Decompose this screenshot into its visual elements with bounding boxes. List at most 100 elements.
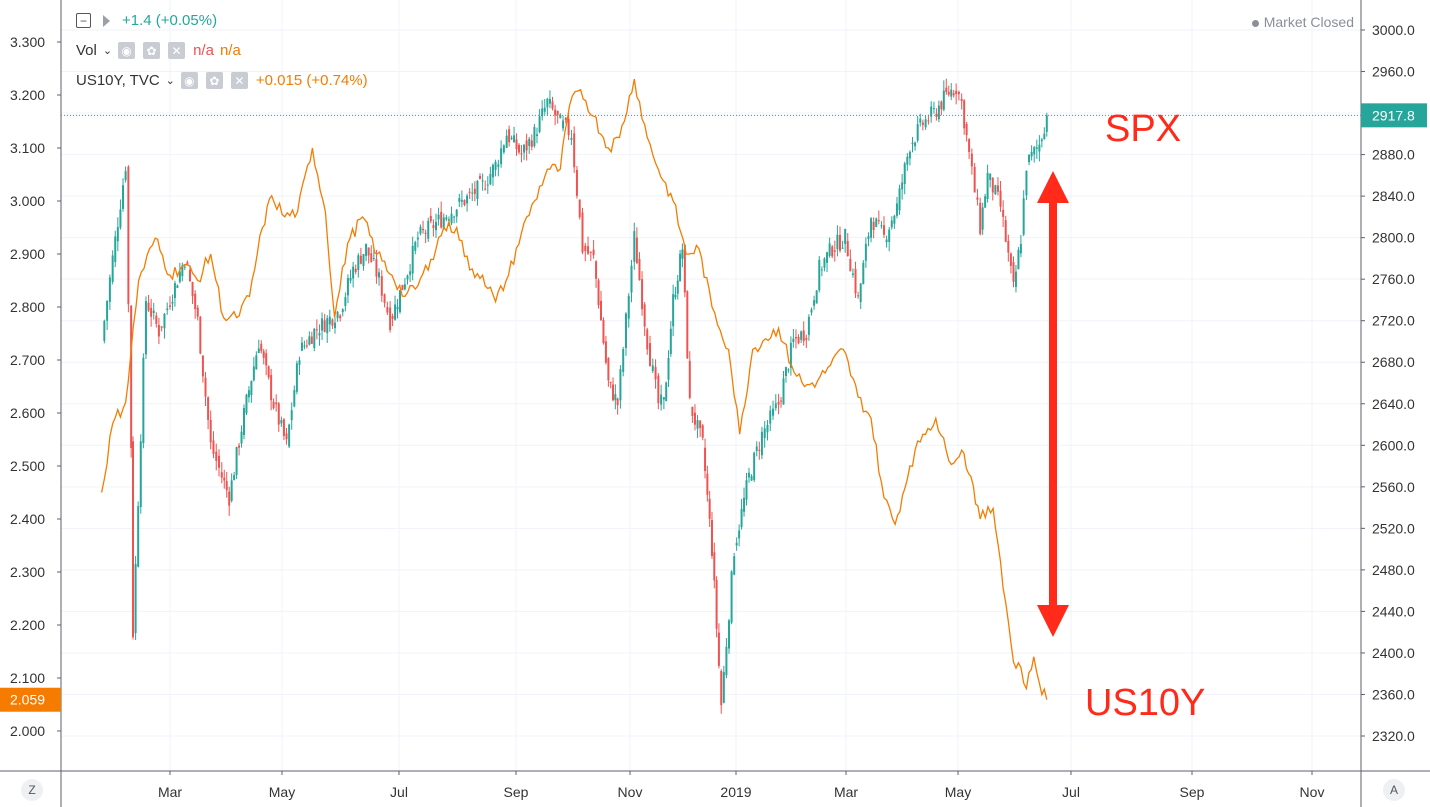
spx-candle — [973, 166, 976, 193]
spx-candle — [530, 140, 533, 147]
spx-candle — [984, 196, 987, 208]
spx-candle — [662, 397, 665, 400]
spx-candle — [396, 306, 399, 310]
collapse-legend-icon[interactable]: − — [76, 13, 91, 28]
spx-candle — [171, 301, 174, 304]
us10y-price-tag — [0, 687, 61, 712]
spx-candle — [745, 480, 748, 500]
x-tick-label: 2019 — [720, 784, 751, 800]
spx-candle — [215, 451, 218, 461]
spx-candle — [313, 328, 316, 349]
spx-candle — [323, 320, 326, 332]
right-tick-label: 2360.0 — [1372, 686, 1415, 702]
annotation-us10y: US10Y — [1085, 682, 1206, 724]
spx-candle — [546, 98, 549, 108]
spx-candle — [646, 329, 649, 350]
spx-candle — [991, 177, 994, 193]
legend-us10y[interactable]: US10Y, TVC ⌄ ◉ ✿ ✕ +0.015 (+0.74%) — [76, 72, 368, 89]
spx-candle — [124, 171, 127, 181]
spx-candle — [321, 318, 324, 331]
close-icon[interactable]: ✕ — [168, 42, 186, 59]
spx-candle — [872, 221, 875, 231]
spx-candle — [898, 188, 901, 211]
spx-candle — [191, 281, 194, 297]
flag-icon[interactable] — [103, 14, 110, 27]
spx-series — [103, 78, 1048, 714]
spx-candle — [672, 294, 675, 327]
spx-candle — [738, 530, 741, 539]
spx-candle — [679, 253, 682, 281]
spx-candle — [398, 290, 401, 312]
spx-candle — [471, 192, 474, 194]
spx-candle — [906, 156, 909, 165]
gear-icon[interactable]: ✿ — [205, 72, 223, 89]
x-tick-label: Mar — [158, 784, 182, 800]
spx-candle — [633, 231, 636, 262]
spx-candle — [225, 481, 228, 491]
spx-candle — [888, 229, 891, 242]
spx-candle — [877, 220, 880, 222]
spx-candle — [699, 420, 702, 428]
spx-candle — [880, 225, 883, 227]
spx-candle — [458, 198, 461, 202]
spx-candle — [875, 218, 878, 227]
spx-candle — [230, 480, 233, 501]
spx-candle — [1019, 243, 1022, 254]
left-tick-label: 2.800 — [10, 299, 45, 315]
spx-candle — [890, 220, 893, 228]
spx-candle — [510, 137, 513, 139]
spx-candle — [932, 107, 935, 109]
spx-candle — [815, 290, 818, 304]
spx-candle — [394, 304, 397, 320]
spx-candle — [1035, 147, 1038, 149]
spx-candle — [137, 506, 140, 567]
chevron-down-icon[interactable]: ⌄ — [165, 75, 175, 87]
right-tick-label: 2480.0 — [1372, 562, 1415, 578]
close-icon[interactable]: ✕ — [230, 72, 248, 89]
spx-candle — [303, 345, 306, 347]
spx-candle — [357, 255, 360, 270]
spx-candle — [867, 236, 870, 240]
spx-candle — [144, 301, 147, 355]
spx-candle — [1025, 170, 1028, 196]
spx-candle — [564, 117, 567, 121]
spx-candle — [627, 295, 630, 319]
spx-candle — [1022, 198, 1025, 235]
spx-candle — [354, 268, 357, 272]
spx-candle — [242, 407, 245, 435]
left-tick-label: 3.100 — [10, 140, 45, 156]
eye-icon[interactable]: ◉ — [180, 72, 198, 89]
spx-candle — [924, 119, 927, 128]
spx-candle — [409, 271, 412, 275]
eye-icon[interactable]: ◉ — [118, 42, 136, 59]
legend-vol[interactable]: Vol ⌄ ◉ ✿ ✕ n/a n/a — [76, 42, 241, 59]
spx-candle — [616, 398, 619, 406]
spx-candle — [484, 188, 487, 190]
spx-candle — [587, 246, 590, 254]
spx-candle — [846, 241, 849, 257]
spx-candle — [359, 255, 362, 264]
spx-candle — [686, 291, 689, 359]
spx-candle — [375, 259, 378, 277]
left-tick-label: 2.400 — [10, 511, 45, 527]
spx-candle — [789, 342, 792, 368]
left-tick-label: 2.700 — [10, 352, 45, 368]
annotation-spx: SPX — [1105, 108, 1182, 150]
spx-candle — [326, 318, 329, 334]
right-tick-label: 2560.0 — [1372, 479, 1415, 495]
right-tick-label: 2680.0 — [1372, 354, 1415, 370]
auto-scale-toggle[interactable]: A — [1383, 779, 1405, 801]
spx-candle — [344, 297, 347, 306]
spx-candle — [538, 116, 541, 132]
gear-icon[interactable]: ✿ — [143, 42, 161, 59]
spx-candle — [260, 343, 263, 352]
spx-change: +1.4 (+0.05%) — [122, 12, 218, 29]
spx-candle — [169, 305, 171, 307]
spx-candle — [996, 185, 999, 192]
spx-candle — [1045, 115, 1048, 132]
timezone-toggle[interactable]: Z — [21, 779, 43, 801]
spx-candle — [178, 271, 181, 282]
spx-candle — [362, 254, 365, 266]
chevron-down-icon[interactable]: ⌄ — [102, 45, 113, 57]
